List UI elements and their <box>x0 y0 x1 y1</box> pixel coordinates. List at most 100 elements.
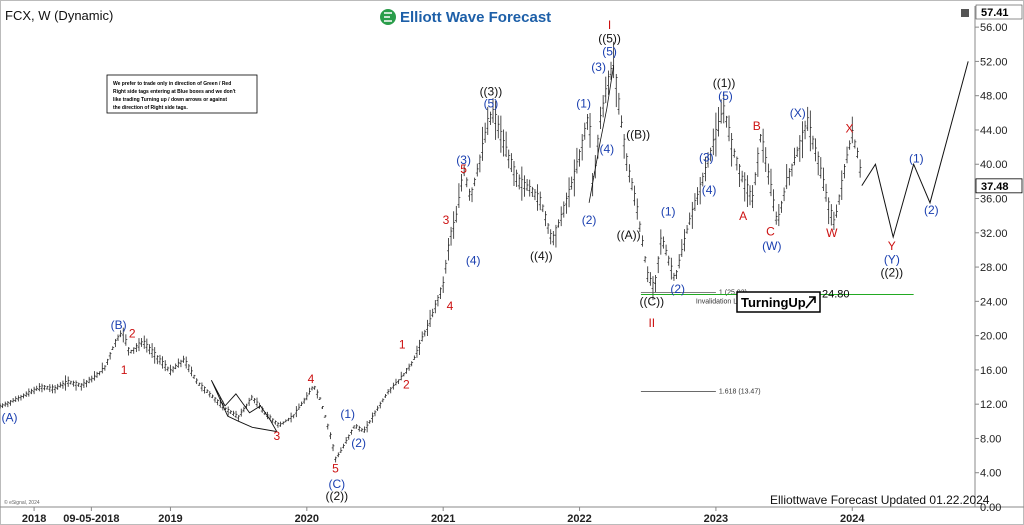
price-bars <box>0 41 862 463</box>
trading-note-box <box>106 74 258 114</box>
price-tick-label: 4.00 <box>980 468 1001 480</box>
wave-label: X <box>846 122 854 136</box>
footer-updated: Elliottwave Forecast Updated 01.22.2024 <box>770 493 990 507</box>
wave-label: 5 <box>332 462 339 476</box>
trading-note-line: like trading Turning up / down arrows or… <box>113 97 227 103</box>
time-tick-label: 2022 <box>567 513 591 525</box>
trading-note-line: We prefer to trade only in direction of … <box>113 81 231 87</box>
wave-label: (4) <box>599 142 614 156</box>
price-axis-ticks: 56.00 52.00 48.00 44.00 40.00 36.00 32.00 28.00… <box>975 22 1008 514</box>
current-price-value: 37.48 <box>981 181 1009 193</box>
wave-label: ((5)) <box>598 32 621 46</box>
brand-logo-glyph <box>384 12 392 22</box>
wave-label: C <box>766 224 775 238</box>
invalidation-price-value: 24.80 <box>822 288 850 300</box>
price-tick-label: 28.00 <box>980 262 1008 274</box>
wave-label: (X) <box>790 106 806 120</box>
trading-note-line: Right side tags entering at Blue boxes a… <box>113 89 236 95</box>
turning-up-box <box>736 291 821 313</box>
projection-path-line <box>861 61 969 240</box>
price-tick-label: 0.00 <box>980 502 1001 514</box>
time-tick-label: 2020 <box>295 513 319 525</box>
wave-label: II <box>648 316 655 330</box>
time-axis-ticks: 2018 09-05-2018 2019 2020 2021 2022 2023 2024 <box>22 507 865 525</box>
settings-icon[interactable] <box>961 9 969 17</box>
wave-label: 2 <box>403 378 410 392</box>
wave-label: (2) <box>351 436 366 450</box>
wave-label: (C) <box>328 477 345 491</box>
wave-label: (Y) <box>884 253 900 267</box>
fib-label: 1.618 (13.47) <box>719 389 761 396</box>
brand-name: Elliott Wave Forecast <box>400 9 551 26</box>
time-tick-label: 2018 <box>22 513 46 525</box>
triangle-outline <box>210 379 278 433</box>
wave-label: (5) <box>602 44 617 58</box>
wave-label: (2) <box>924 203 939 217</box>
price-tick-label: 44.00 <box>980 125 1008 137</box>
wave-label: (B) <box>111 318 127 332</box>
wave-label: ((2)) <box>325 489 348 503</box>
time-tick-label: 2023 <box>704 513 728 525</box>
price-tick-label: 12.00 <box>980 399 1008 411</box>
wave-label: (W) <box>762 239 781 253</box>
brand-logo: Elliott Wave Forecast <box>380 9 551 26</box>
wave-label: (2) <box>582 213 597 227</box>
wave-label: ((2)) <box>880 265 903 279</box>
price-tick-label: 36.00 <box>980 194 1008 206</box>
turning-up-badge: TurningUp <box>736 291 821 313</box>
price-tick-label: 52.00 <box>980 56 1008 68</box>
wave-label: (5) <box>484 97 499 111</box>
wave-label: (1) <box>661 205 676 219</box>
wave-label: (3) <box>456 153 471 167</box>
current-price-box <box>975 178 1023 194</box>
wave-label: (5) <box>718 89 733 103</box>
wave-label: 1 <box>399 337 406 351</box>
trading-note: We prefer to trade only in direction of … <box>106 74 258 114</box>
wave-label: ((A)) <box>617 228 641 242</box>
wave-label: (4) <box>702 183 717 197</box>
wave-label: (1) <box>340 407 355 421</box>
wave-label: (1) <box>576 97 591 111</box>
wave-label: 4 <box>447 299 454 313</box>
wave-label: 5 <box>460 162 467 176</box>
trading-note-line: the direction of Right side tags. <box>113 105 188 111</box>
top-price-tag: 57.41 <box>975 4 1023 20</box>
wave-label: (2) <box>670 282 685 296</box>
price-tick-label: 24.00 <box>980 296 1008 308</box>
turning-up-label: TurningUp <box>741 295 806 310</box>
price-tick-label: 16.00 <box>980 365 1008 377</box>
wave-label: (A) <box>2 410 18 424</box>
wave-label: 4 <box>308 372 315 386</box>
wave-label: (1) <box>909 152 924 166</box>
wave-label: 3 <box>273 429 280 443</box>
wave-label: ((1)) <box>713 76 736 90</box>
price-tick-label: 40.00 <box>980 159 1008 171</box>
price-tick-label: 20.00 <box>980 331 1008 343</box>
current-price-tag: 37.48 <box>975 178 1023 194</box>
time-tick-label: 2024 <box>840 513 865 525</box>
time-tick-label: 2021 <box>431 513 455 525</box>
wave-label: (3) <box>591 60 606 74</box>
symbol-title: FCX, W (Dynamic) <box>5 8 113 23</box>
wave-label: B <box>753 119 761 133</box>
wave-labels: (A)(B)21345(C)((2))(1)(2)12345(3)(4)(5)(… <box>2 18 939 503</box>
wave-label: W <box>826 226 838 240</box>
wave-label: 3 <box>443 213 450 227</box>
invalidation-label: Invalidation Level <box>696 298 751 305</box>
time-tick-label: 2019 <box>158 513 182 525</box>
arrow-up-right-icon <box>805 296 816 309</box>
fibonacci-levels: 1 (25.03) 1.618 (13.47) <box>640 290 761 396</box>
wave-label: ((3)) <box>480 85 503 99</box>
copyright: © eSignal, 2024 <box>4 499 40 506</box>
wave-label: ((B)) <box>626 128 650 142</box>
wave-label: ((C)) <box>639 295 664 309</box>
price-path-line <box>588 65 615 203</box>
price-tick-label: 32.00 <box>980 228 1008 240</box>
price-tick-label: 8.00 <box>980 433 1001 445</box>
top-price-value: 57.41 <box>981 7 1009 19</box>
triangle-pattern <box>210 379 278 433</box>
price-tick-label: 56.00 <box>980 22 1008 34</box>
wave-label: Y <box>888 239 896 253</box>
wave-label: I <box>608 18 611 32</box>
